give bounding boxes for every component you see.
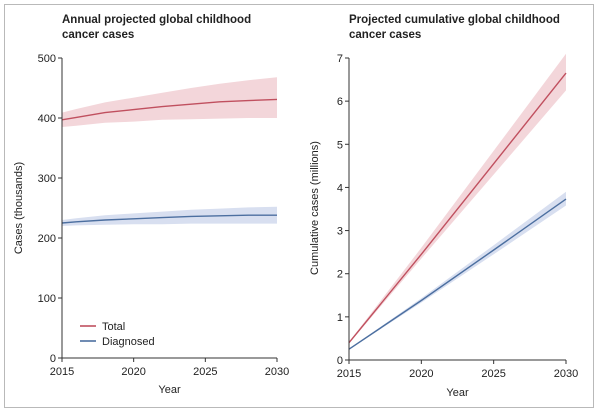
left-chart-title: Annual projected global childhood cancer… [62,13,251,43]
right-y-axis-label: Cumulative cases (millions) [309,141,321,275]
left-series-diagnosed-band [62,206,277,226]
right-y-tick-label: 4 [337,182,343,194]
left-x-tick-label: 2030 [265,366,289,378]
left-x-axis-label: Year [158,384,181,396]
legend-label-diagnosed: Diagnosed [102,336,155,348]
right-chart-title: Projected cumulative global childhood ca… [349,13,560,43]
left-y-tick-label: 200 [38,233,56,245]
right-chart: 0 1 2 3 4 5 6 7 2015 2020 2025 2030 Year Cumulative c… [309,53,578,399]
left-y-axis-label: Cases (thousands) [13,162,25,254]
right-y-tick-label: 2 [337,269,343,281]
left-series-diagnosed-line [61,214,277,224]
right-y-tick-label: 0 [337,355,343,367]
left-y-tick-label: 400 [38,113,56,125]
figure-frame [4,4,594,408]
right-y-tick-label: 7 [337,53,343,65]
left-y-tick-label: 300 [38,173,56,185]
right-chart-title-line-2: cancer cases [349,29,422,41]
right-x-tick-label: 2015 [337,368,361,380]
left-chart: 0 100 200 300 400 500 2015 2020 2025 2030 Year Case… [13,53,289,396]
left-x-tick-label: 2015 [50,366,74,378]
left-chart-title-line-1: Annual projected global childhood [62,14,252,26]
right-x-axis-label: Year [446,387,469,399]
right-y-tick-label: 3 [337,226,343,238]
right-series-total-band [349,53,566,344]
legend-label-total: Total [102,321,125,333]
right-y-tick-label: 5 [337,139,343,151]
right-x-tick-label: 2030 [554,368,578,380]
left-y-tick-label: 500 [38,53,56,65]
left-x-tick-label: 2025 [193,366,217,378]
right-series-total-line [348,72,567,344]
left-y-tick-label: 100 [38,293,56,305]
left-series-total-band [62,77,277,127]
left-y-tick-label: 0 [50,353,56,365]
right-x-tick-label: 2025 [481,368,505,380]
right-series-diagnosed-line [348,198,567,350]
left-chart-title-line-2: cancer cases [62,29,135,41]
right-y-tick-label: 6 [337,96,343,108]
right-y-tick-label: 1 [337,312,343,324]
left-series-total-line [61,98,278,121]
right-chart-title-line-1: Projected cumulative global childhood [349,14,560,26]
legend: Total Diagnosed [80,321,155,348]
left-x-tick-label: 2020 [121,366,145,378]
right-x-tick-label: 2020 [409,368,433,380]
